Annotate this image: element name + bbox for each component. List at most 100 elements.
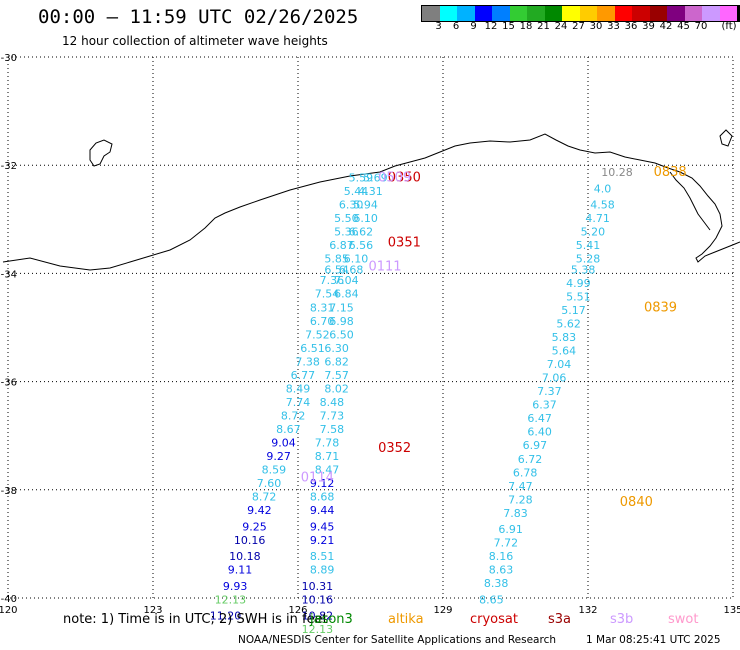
wave-height-value: 9.44 [310, 504, 335, 517]
wave-height-value: 6.30 [324, 342, 349, 355]
wave-height-value: 6.72 [518, 453, 543, 466]
wave-height-value: 6.98 [329, 315, 354, 328]
color-swatch [492, 6, 510, 21]
map-grid [7, 56, 734, 599]
y-tick-label: -32 [1, 161, 17, 172]
wave-height-value: 5.28 [576, 253, 601, 266]
y-tick-label: -40 [1, 594, 17, 605]
wave-height-value: 8.89 [310, 564, 335, 577]
wave-height-value: 8.49 [286, 382, 311, 395]
wave-height-value: 7.06 [542, 372, 567, 385]
wave-height-value: 4.31 [358, 185, 383, 198]
map-subtitle: 12 hour collection of altimeter wave hei… [62, 34, 328, 48]
wave-height-value: 7.36 [320, 274, 345, 287]
wave-height-value: 6.10 [353, 212, 378, 225]
wave-height-value: 7.52 [305, 328, 330, 341]
wave-height-value: 8.72 [252, 491, 277, 504]
legend-item-s3a: s3a [548, 612, 572, 627]
wave-height-value: 6.47 [527, 412, 552, 425]
color-swatch [439, 6, 457, 21]
color-swatch [684, 6, 702, 21]
color-scale-label: 3 [435, 21, 442, 32]
color-scale-label: 39 [642, 21, 655, 32]
color-swatch [562, 6, 580, 21]
color-scale-label: 18 [519, 21, 533, 32]
wave-height-value: 5.94 [353, 198, 378, 211]
pass-time-label: 0351 [388, 235, 421, 250]
wave-height-value: 7.78 [315, 437, 340, 450]
wave-height-value: 5.20 [581, 226, 606, 239]
wave-height-value: 7.74 [286, 396, 311, 409]
pass-time-label: 0839 [644, 300, 677, 315]
wave-height-value: 7.72 [494, 537, 519, 550]
color-scale-label: 6 [452, 21, 460, 32]
y-tick-label: -34 [1, 269, 17, 280]
wave-height-value: 6.51 [300, 342, 325, 355]
legend-item-jason3: jason3 [310, 612, 353, 627]
x-tick-label: 120 [0, 605, 18, 616]
wave-height-value: 12.13 [215, 593, 247, 606]
wave-height-value: 7.04 [547, 358, 572, 371]
wave-height-value: 7.04 [334, 274, 359, 287]
wave-height-value: 9.93 [223, 580, 248, 593]
color-scale-label: 15 [502, 21, 515, 32]
wave-height-value: 5.38 [571, 263, 596, 276]
wave-height-value: 9.21 [310, 534, 335, 547]
y-tick-label: -30 [1, 53, 17, 64]
wave-height-value: 5.36 [334, 226, 359, 239]
credit-line: NOAA/NESDIS Center for Satellite Applica… [238, 634, 556, 646]
wave-height-value: 6.68 [339, 263, 364, 276]
wave-height-value: 4.0 [594, 182, 612, 195]
wave-height-value: 8.16 [489, 550, 514, 563]
wave-height-value: 10.18 [229, 550, 261, 563]
track-east: 10.28 4.0 4.584.715.205.415.285.384.995.51… [479, 166, 633, 606]
wave-height-value: 8.68 [310, 491, 335, 504]
coastline [2, 129, 740, 271]
color-swatch [719, 6, 737, 21]
wave-height-value: 8.67 [276, 423, 301, 436]
color-swatch [457, 6, 475, 21]
australia-south-coast [2, 133, 740, 271]
wave-height-value: 7.58 [320, 423, 345, 436]
wave-height-value: 10.31 [302, 580, 334, 593]
wave-height-value: 7.15 [329, 301, 354, 314]
wave-height-value: 7.83 [503, 507, 528, 520]
color-scale-label: 45 [677, 21, 690, 32]
wave-height-value: 8.59 [262, 464, 287, 477]
color-swatch [737, 6, 740, 21]
wave-height-value: 8.48 [320, 396, 345, 409]
pass-time-label: 0838 [654, 165, 687, 180]
map-title: 00:00 – 11:59 UTC 02/26/2025 [38, 6, 359, 28]
wave-height-value: 10.16 [234, 534, 266, 547]
x-tick-label: 135 [723, 605, 740, 616]
wave-height-value: 10.82 [302, 610, 334, 623]
color-scale-label: 70 [694, 21, 708, 32]
wave-height-value: 8.31 [310, 301, 335, 314]
wave-height-value: 6.56 [349, 239, 374, 252]
color-swatch [509, 6, 527, 21]
wave-height-value: 5.50 [334, 212, 359, 225]
footnote: note: 1) Time is in UTC; 2) SWH is in fe… [63, 612, 328, 627]
wave-height-value: 6.37 [532, 399, 557, 412]
color-swatch [422, 6, 440, 21]
wave-height-value: 8.51 [310, 550, 335, 563]
wave-height-value: 4.71 [585, 212, 610, 225]
wave-height-value: 8.63 [489, 564, 514, 577]
color-swatch [649, 6, 667, 21]
wave-height-value: 6.40 [527, 426, 552, 439]
wave-height-value: 7.54 [315, 288, 340, 301]
wave-height-value: 9.42 [247, 504, 272, 517]
wave-height-value: 5.51 [566, 290, 591, 303]
wave-height-value: 8.38 [484, 577, 509, 590]
wave-height-value: 9.45 [310, 520, 335, 533]
wave-height-value: 6.91 [498, 523, 523, 536]
color-swatch [579, 6, 597, 21]
track-west-2: 5.694.315.946.106.626.566.106.687.046.84… [302, 171, 388, 636]
generated-timestamp: 1 Mar 08:25:41 UTC 2025 [586, 634, 721, 646]
wave-height-value: 6.87 [329, 239, 354, 252]
wave-height-value: 7.57 [324, 369, 349, 382]
wave-height-value: 6.77 [291, 369, 316, 382]
legend-item-s3b: s3b [610, 612, 634, 627]
wave-height-value: 11.20 [210, 610, 242, 623]
